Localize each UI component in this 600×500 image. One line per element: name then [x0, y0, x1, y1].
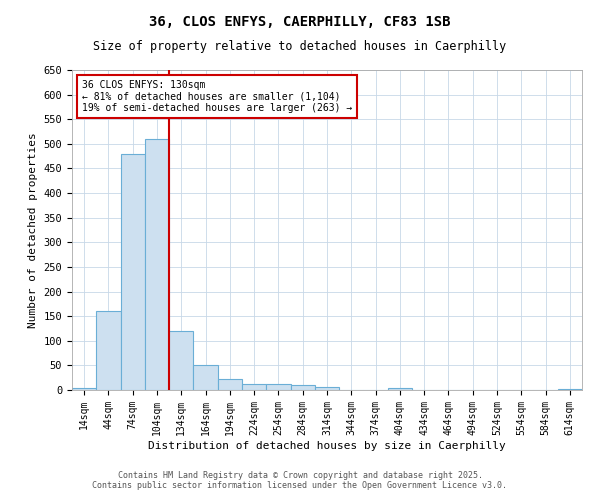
- Bar: [121, 154, 145, 390]
- Bar: [218, 379, 242, 390]
- Bar: [290, 385, 315, 390]
- Bar: [169, 331, 193, 390]
- Text: Contains HM Land Registry data © Crown copyright and database right 2025.
Contai: Contains HM Land Registry data © Crown c…: [92, 470, 508, 490]
- Bar: [558, 388, 582, 390]
- Bar: [242, 384, 266, 390]
- Y-axis label: Number of detached properties: Number of detached properties: [28, 132, 38, 328]
- Text: Size of property relative to detached houses in Caerphilly: Size of property relative to detached ho…: [94, 40, 506, 53]
- Bar: [315, 386, 339, 390]
- Text: 36, CLOS ENFYS, CAERPHILLY, CF83 1SB: 36, CLOS ENFYS, CAERPHILLY, CF83 1SB: [149, 15, 451, 29]
- Bar: [266, 384, 290, 390]
- Bar: [193, 366, 218, 390]
- X-axis label: Distribution of detached houses by size in Caerphilly: Distribution of detached houses by size …: [148, 440, 506, 450]
- Bar: [96, 311, 121, 390]
- Bar: [145, 139, 169, 390]
- Bar: [388, 388, 412, 390]
- Bar: [72, 388, 96, 390]
- Text: 36 CLOS ENFYS: 130sqm
← 81% of detached houses are smaller (1,104)
19% of semi-d: 36 CLOS ENFYS: 130sqm ← 81% of detached …: [82, 80, 352, 113]
